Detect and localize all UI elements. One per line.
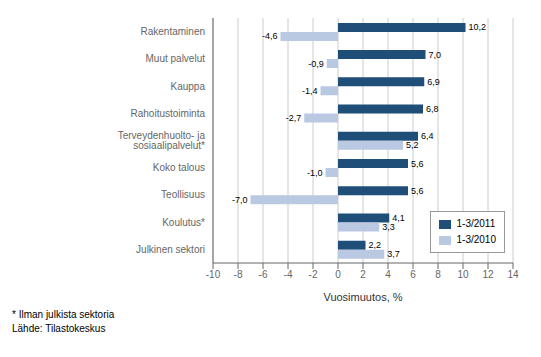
svg-text:-0,9: -0,9 — [308, 59, 324, 69]
svg-text:-6: -6 — [259, 269, 268, 280]
html-text:* Ilman julkista sektoria: * Ilman julkista sektoria — [12, 309, 115, 320]
svg-text:2: 2 — [360, 269, 366, 280]
svg-text:Muut palvelut: Muut palvelut — [146, 53, 206, 64]
svg-text:14: 14 — [507, 269, 519, 280]
svg-text:5,6: 5,6 — [411, 159, 424, 169]
svg-text:6: 6 — [410, 269, 416, 280]
svg-text:4: 4 — [385, 269, 391, 280]
svg-text:12: 12 — [482, 269, 494, 280]
svg-text:2,2: 2,2 — [369, 240, 382, 250]
svg-text:-10: -10 — [206, 269, 221, 280]
svg-text:Terveydenhuolto- jasosiaalipal: Terveydenhuolto- jasosiaalipalvelut* — [118, 130, 206, 151]
svg-text:Vuosimuutos, %: Vuosimuutos, % — [323, 291, 402, 303]
svg-text:-4: -4 — [284, 269, 293, 280]
svg-text:Kauppa: Kauppa — [171, 81, 206, 92]
svg-text:6,4: 6,4 — [421, 131, 434, 141]
svg-text:Julkinen sektori: Julkinen sektori — [136, 244, 205, 255]
html-text:1-3/2011: 1-3/2011 — [456, 218, 496, 229]
svg-text:6,9: 6,9 — [427, 77, 440, 87]
html-text:1-3/2010: 1-3/2010 — [456, 234, 496, 245]
svg-text:Rahoitustoiminta: Rahoitustoiminta — [131, 108, 206, 119]
svg-text:Teollisuus: Teollisuus — [161, 189, 205, 200]
svg-text:8: 8 — [435, 269, 441, 280]
svg-text:0: 0 — [335, 269, 341, 280]
svg-text:10: 10 — [457, 269, 469, 280]
html-text:Lähde: Tilastokeskus: Lähde: Tilastokeskus — [12, 323, 106, 334]
svg-text:-4,6: -4,6 — [262, 31, 278, 41]
svg-text:3,3: 3,3 — [382, 222, 395, 232]
svg-text:Rakentaminen: Rakentaminen — [141, 26, 205, 37]
svg-text:4,1: 4,1 — [392, 213, 405, 223]
svg-text:-1,4: -1,4 — [302, 86, 318, 96]
svg-text:-2: -2 — [309, 269, 318, 280]
svg-text:-7,0: -7,0 — [232, 195, 248, 205]
svg-text:5,2: 5,2 — [406, 140, 419, 150]
svg-text:6,8: 6,8 — [426, 104, 439, 114]
svg-text:7,0: 7,0 — [429, 50, 442, 60]
svg-text:Koulutus*: Koulutus* — [162, 217, 205, 228]
svg-text:-8: -8 — [234, 269, 243, 280]
svg-text:5,6: 5,6 — [411, 186, 424, 196]
svg-text:Koko talous: Koko talous — [153, 162, 205, 173]
svg-text:-2,7: -2,7 — [286, 113, 302, 123]
svg-text:-1,0: -1,0 — [307, 168, 323, 178]
svg-text:3,7: 3,7 — [387, 249, 400, 259]
svg-text:10,2: 10,2 — [469, 22, 487, 32]
